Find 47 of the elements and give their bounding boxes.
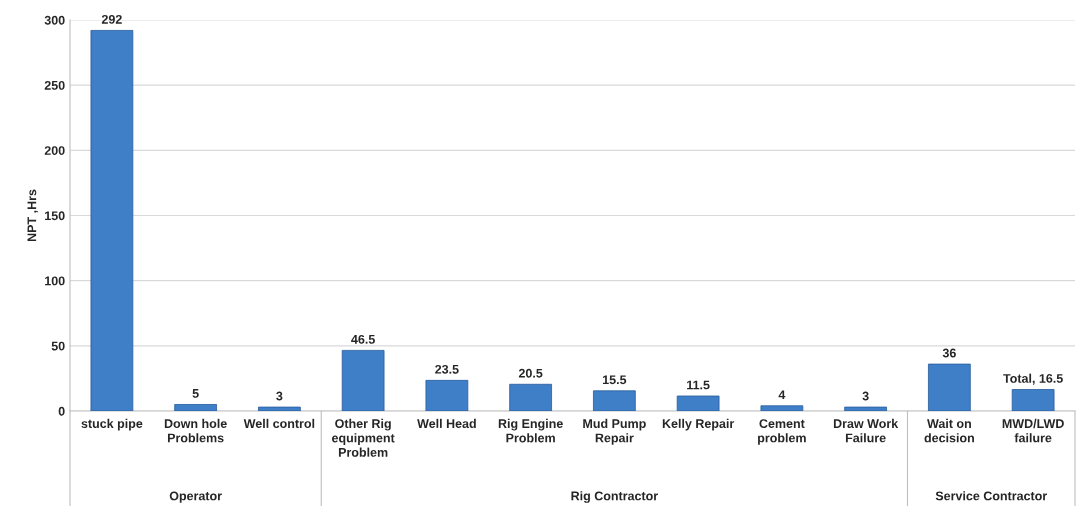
x-tick-label: MWD/LWD failure xyxy=(1002,418,1064,443)
y-tick-label: 0 xyxy=(58,406,65,416)
y-tick-label: 200 xyxy=(44,146,65,155)
data-label: 23.5 xyxy=(435,364,459,374)
bar xyxy=(341,349,385,411)
bar xyxy=(928,363,971,411)
x-tick-label: Well Head xyxy=(417,418,476,428)
y-tick-label: 100 xyxy=(45,276,65,286)
bar xyxy=(425,379,469,411)
data-label: Total, 16.5 xyxy=(1003,373,1063,385)
x-tick-label: Other Rig equipment Problem xyxy=(332,418,395,457)
data-label: 3 xyxy=(276,391,283,401)
x-tick-label: Down hole Problems xyxy=(164,418,227,443)
x-tick-label: Draw Work Failure xyxy=(833,418,899,443)
y-tick-label: 50 xyxy=(51,341,65,351)
bar xyxy=(90,30,134,411)
bar xyxy=(844,406,887,411)
text: Rig Contractor xyxy=(571,491,658,503)
x-tick-label: Kelly Repair xyxy=(662,418,735,431)
text: Operator xyxy=(169,491,222,503)
bar xyxy=(676,395,720,411)
x-tick-label: Well control xyxy=(243,418,315,428)
bar xyxy=(258,406,301,411)
y-tick-label: 300 xyxy=(44,15,65,25)
data-label: 4 xyxy=(778,390,786,400)
bar xyxy=(509,383,552,411)
data-label: 15.5 xyxy=(603,375,627,385)
bar xyxy=(760,405,804,411)
x-tick-label: Mud Pump Repair xyxy=(583,418,646,445)
data-label: 46.5 xyxy=(351,334,375,344)
data-label: 292 xyxy=(101,14,122,24)
x-tick-label: Rig Engine Problem xyxy=(498,418,563,443)
y-tick-label: 250 xyxy=(44,80,65,90)
text: Service Contractor xyxy=(935,491,1047,501)
data-label: 11.5 xyxy=(687,380,710,390)
x-tick-label: Wait on decision xyxy=(924,418,974,443)
bar xyxy=(1011,389,1055,411)
x-tick-label: Cement problem xyxy=(758,419,806,445)
data-label: 5 xyxy=(192,389,199,398)
y-tick-label: 150 xyxy=(45,211,65,221)
bar xyxy=(174,404,217,411)
y-axis-title: NPT ,Hrs xyxy=(27,189,39,242)
data-label: 3 xyxy=(862,391,869,401)
x-tick-label: stuck pipe xyxy=(81,418,143,431)
data-label: 20.5 xyxy=(518,368,543,378)
data-label: 36 xyxy=(942,348,956,358)
bar xyxy=(593,390,636,411)
